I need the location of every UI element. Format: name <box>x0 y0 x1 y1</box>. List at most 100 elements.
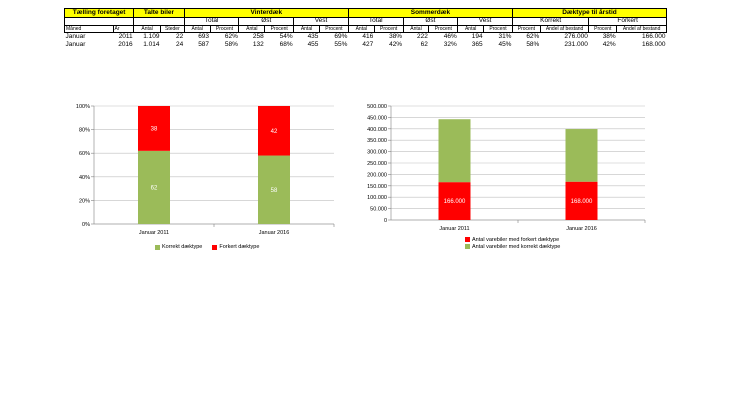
y-tick-label: 200.000 <box>367 172 387 178</box>
legend-swatch-red <box>212 244 218 250</box>
col-header: År <box>112 25 135 33</box>
col-header: Antal <box>238 25 266 33</box>
col-header: Procent <box>428 25 459 33</box>
legend-label-korrekt: Korrekt dæktype <box>162 244 203 250</box>
y-tick-label: 50.000 <box>370 207 387 213</box>
table-cell: 24 <box>176 41 184 48</box>
legend-label-forkert: Forkert dæktype <box>219 244 260 250</box>
bar-segment <box>138 106 170 151</box>
col-header: Procent <box>209 25 240 33</box>
bar-segment <box>438 119 471 183</box>
y-tick-label: 250.000 <box>367 161 387 167</box>
x-tick-label: Januar 2011 <box>439 226 469 232</box>
percent-chart-legend: Korrekt dæktype Forkert dæktype <box>155 244 259 250</box>
col-header: Procent <box>373 25 404 33</box>
legend-swatch-green <box>155 244 160 250</box>
group-header-talte-biler: Talte biler <box>133 8 185 18</box>
table-cell: 32% <box>443 41 457 48</box>
sub-header-forkert: Forkert <box>588 17 667 26</box>
group-header-sommerdaek: Sommerdæk <box>347 8 513 18</box>
table-cell: 45% <box>498 41 512 48</box>
column-header-row: Måned År Antal Steder Antal Procent Anta… <box>64 25 667 33</box>
data-label: 58 <box>271 188 278 194</box>
table-cell: 46% <box>443 32 457 40</box>
col-header: Antal <box>133 25 161 33</box>
group-header-daektype: Dæktype til årstid <box>511 8 668 18</box>
x-tick-label: Januar 2016 <box>259 230 290 236</box>
table-cell: 1.109 <box>143 32 160 40</box>
col-header: Antal <box>402 25 430 33</box>
table-cell: 58% <box>224 41 238 48</box>
table-cell: 58% <box>526 41 540 48</box>
table-cell: 62 <box>420 41 428 48</box>
table-cell: 69% <box>334 32 348 40</box>
percent-chart-svg: 0% 20% 40% 60% 80% 100% 62 38 Januar 2011 58 42 Jan… <box>76 104 335 236</box>
legend-swatch-green <box>465 244 470 249</box>
data-table: Tælling foretaget Talte biler Vinterdæk … <box>63 8 668 49</box>
table-cell: 587 <box>198 41 210 48</box>
y-tick-label: 40% <box>79 175 90 181</box>
table-cell: 455 <box>307 41 319 48</box>
col-header: Antal <box>457 25 485 33</box>
bar-segment <box>258 155 290 224</box>
legend-label-korrekt-count: Antal varebiler med korrekt dæktype <box>472 243 561 250</box>
data-label: 38 <box>151 126 158 132</box>
table-cell: 231.000 <box>564 41 588 48</box>
sub-header-vinter-total: Total <box>183 17 240 26</box>
sub-header-vinter-vest: Vest <box>293 17 349 26</box>
table-cell: 68% <box>279 41 293 48</box>
x-tick-label: Januar 2016 <box>566 226 597 232</box>
y-tick-label: 0% <box>82 222 90 228</box>
y-tick-label: 150.000 <box>367 184 387 190</box>
y-tick-label: 100% <box>76 104 90 110</box>
table-cell: 132 <box>252 41 264 48</box>
table-cell: 2016 <box>118 41 133 48</box>
y-tick-label: 450.000 <box>367 115 387 121</box>
y-tick-label: 100.000 <box>367 195 387 201</box>
table-cell: 166.000 <box>642 32 666 40</box>
legend-label-forkert-count: Antal varebiler med forkert dæktype <box>472 236 560 243</box>
data-label: 42 <box>271 129 278 135</box>
count-chart-svg: 0 50.000 100.000 150.000 200.000 250.000 300.0… <box>367 104 646 232</box>
y-tick-label: 300.000 <box>367 150 387 156</box>
sub-header-blank <box>133 17 185 26</box>
y-tick-label: 20% <box>79 198 90 204</box>
group-header-row: Tælling foretaget Talte biler Vinterdæk … <box>63 8 668 18</box>
col-header: Andel af bestand <box>539 25 590 33</box>
data-label: 168.000 <box>571 199 593 205</box>
col-header: Procent <box>511 25 541 33</box>
bar-segment <box>565 181 598 220</box>
table-cell: 365 <box>471 41 483 48</box>
bar-segment <box>565 129 598 182</box>
count-stacked-bar-chart: 0 50.000 100.000 150.000 200.000 250.000 300.0… <box>355 100 655 240</box>
table-cell: 194 <box>471 32 483 40</box>
legend-entry-korrekt: Antal varebiler med korrekt dæktype <box>465 243 560 250</box>
table-cell: 22 <box>176 32 184 40</box>
col-header: Steder <box>160 25 185 33</box>
sub-header-row: Total Øst Vest Total Øst Vest Korrekt Fo… <box>63 17 667 26</box>
table-cell: 258 <box>252 32 264 40</box>
table-cell: 31% <box>498 32 512 40</box>
col-header: Procent <box>483 25 513 33</box>
x-tick-label: Januar 2011 <box>139 230 169 236</box>
table-cell: 38% <box>389 32 403 40</box>
col-header: Antal <box>293 25 320 33</box>
sub-header-blank <box>63 17 135 26</box>
table-cell: 54% <box>279 32 293 40</box>
y-tick-label: 0 <box>384 218 387 224</box>
table-row: Januar 2016 1.014 24 587 58% 132 68% 455… <box>65 41 667 49</box>
table-cell: 435 <box>307 32 319 40</box>
table-cell: 222 <box>417 32 428 40</box>
y-tick-label: 400.000 <box>367 127 387 133</box>
group-header-taelling: Tælling foretaget <box>63 8 135 18</box>
table-cell: 62% <box>224 32 238 40</box>
sub-header-korrekt: Korrekt <box>511 17 590 26</box>
table-cell: Januar <box>65 41 86 48</box>
legend-swatch-red <box>465 237 470 242</box>
legend-entry-forkert: Antal varebiler med forkert dæktype <box>465 236 559 243</box>
col-header: Procent <box>318 25 349 33</box>
table-cell: 42% <box>602 41 616 48</box>
table-cell: 55% <box>334 41 348 48</box>
table-cell: 427 <box>362 41 374 48</box>
table-cell: 2011 <box>118 32 133 40</box>
